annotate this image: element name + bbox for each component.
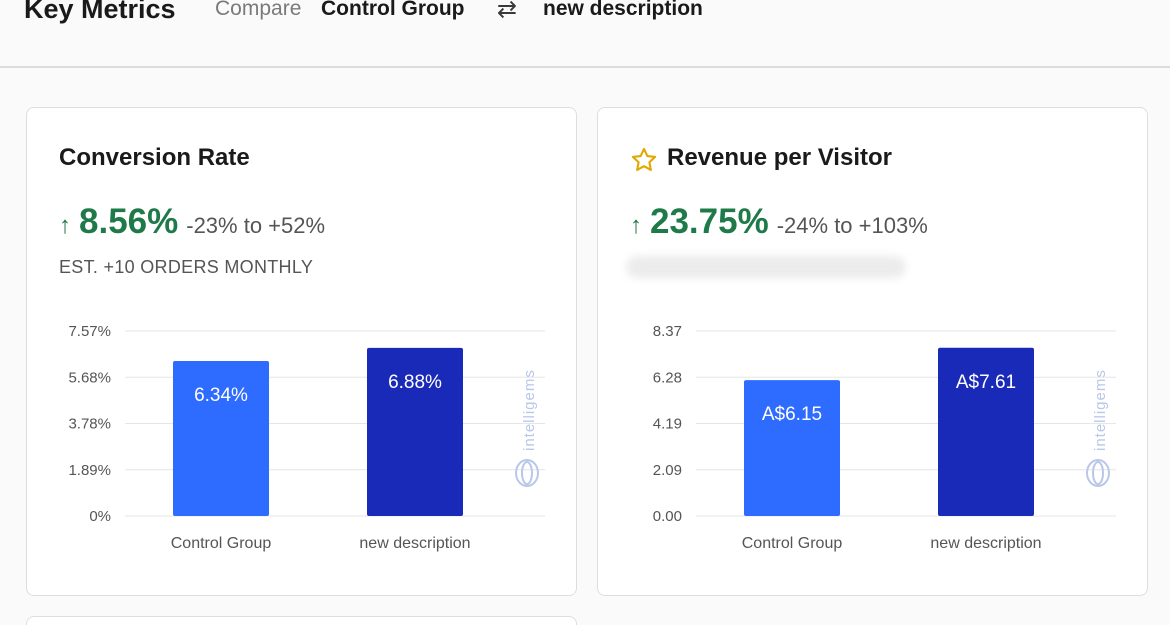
- lift-row: ↑ 8.56% -23% to +52%: [59, 202, 325, 242]
- y-tick-label: 6.28: [653, 369, 682, 386]
- y-tick-label: 0%: [89, 508, 111, 525]
- estimate-text: EST. +10 ORDERS MONTHLY: [59, 257, 314, 277]
- swap-arrows-icon[interactable]: ⇄: [497, 0, 518, 23]
- x-category-label: new description: [930, 535, 1041, 552]
- chart-svg: 0% 1.89% 3.78% 5.68% 7.57% 6.34% Control Group…: [68, 323, 545, 552]
- chart-svg: 0.00 2.09 4.19 6.28 8.37 A$6.15 Control Group A…: [653, 323, 1116, 552]
- bar-chart: 0% 1.89% 3.78% 5.68% 7.57% 6.34% Control Group…: [27, 308, 578, 558]
- metric-title: Revenue per Visitor: [667, 144, 892, 171]
- bar-value-label: 6.88%: [388, 372, 442, 393]
- compare-group-a[interactable]: Control Group: [321, 0, 465, 20]
- y-tick-label: 2.09: [653, 462, 682, 479]
- bar-value-label: A$7.61: [956, 372, 1016, 393]
- compare-group-b[interactable]: new description: [543, 0, 703, 20]
- y-tick-label: 0.00: [653, 508, 682, 525]
- y-tick-label: 7.57%: [68, 323, 111, 340]
- y-tick-label: 1.89%: [68, 462, 111, 479]
- y-tick-label: 5.68%: [68, 369, 111, 386]
- page-title: Key Metrics: [24, 0, 176, 24]
- watermark-text: intelligems: [521, 369, 538, 451]
- intelligems-logo-icon: [515, 459, 539, 487]
- lift-row: ↑ 23.75% -24% to +103%: [630, 202, 928, 242]
- lift-value: 23.75%: [650, 202, 769, 241]
- x-category-label: Control Group: [171, 535, 272, 552]
- lift-value: 8.56%: [79, 202, 179, 241]
- lift-range: -24% to +103%: [776, 213, 928, 238]
- metric-title: Conversion Rate: [59, 144, 250, 171]
- lift-range: -23% to +52%: [186, 213, 326, 238]
- y-tick-label: 8.37: [653, 323, 682, 340]
- page-header: Key Metrics Compare Control Group ⇄ new …: [0, 0, 1170, 68]
- x-category-label: new description: [359, 535, 470, 552]
- bar-value-label: A$6.15: [762, 404, 822, 425]
- bar[interactable]: [938, 347, 1034, 516]
- intelligems-logo-icon: [1086, 459, 1110, 487]
- star-icon[interactable]: [630, 146, 658, 174]
- arrow-up-icon: ↑: [630, 212, 642, 239]
- x-category-label: Control Group: [742, 535, 843, 552]
- metric-card-partial: [26, 616, 577, 625]
- watermark-text: intelligems: [1092, 369, 1109, 451]
- y-tick-label: 4.19: [653, 416, 682, 433]
- metric-card-revenue-per-visitor: Revenue per Visitor ↑ 23.75% -24% to +10…: [597, 107, 1148, 596]
- metric-card-conversion-rate: Conversion Rate ↑ 8.56% -23% to +52% EST…: [26, 107, 577, 596]
- y-tick-label: 3.78%: [68, 416, 111, 433]
- bar-value-label: 6.34%: [194, 385, 248, 406]
- bar-chart: 0.00 2.09 4.19 6.28 8.37 A$6.15 Control Group A…: [598, 308, 1149, 558]
- bar[interactable]: [744, 380, 840, 516]
- arrow-up-icon: ↑: [59, 212, 71, 239]
- bar[interactable]: [367, 347, 463, 516]
- bar[interactable]: [173, 361, 269, 516]
- compare-label: Compare: [215, 0, 302, 20]
- blurred-estimate: [626, 256, 906, 278]
